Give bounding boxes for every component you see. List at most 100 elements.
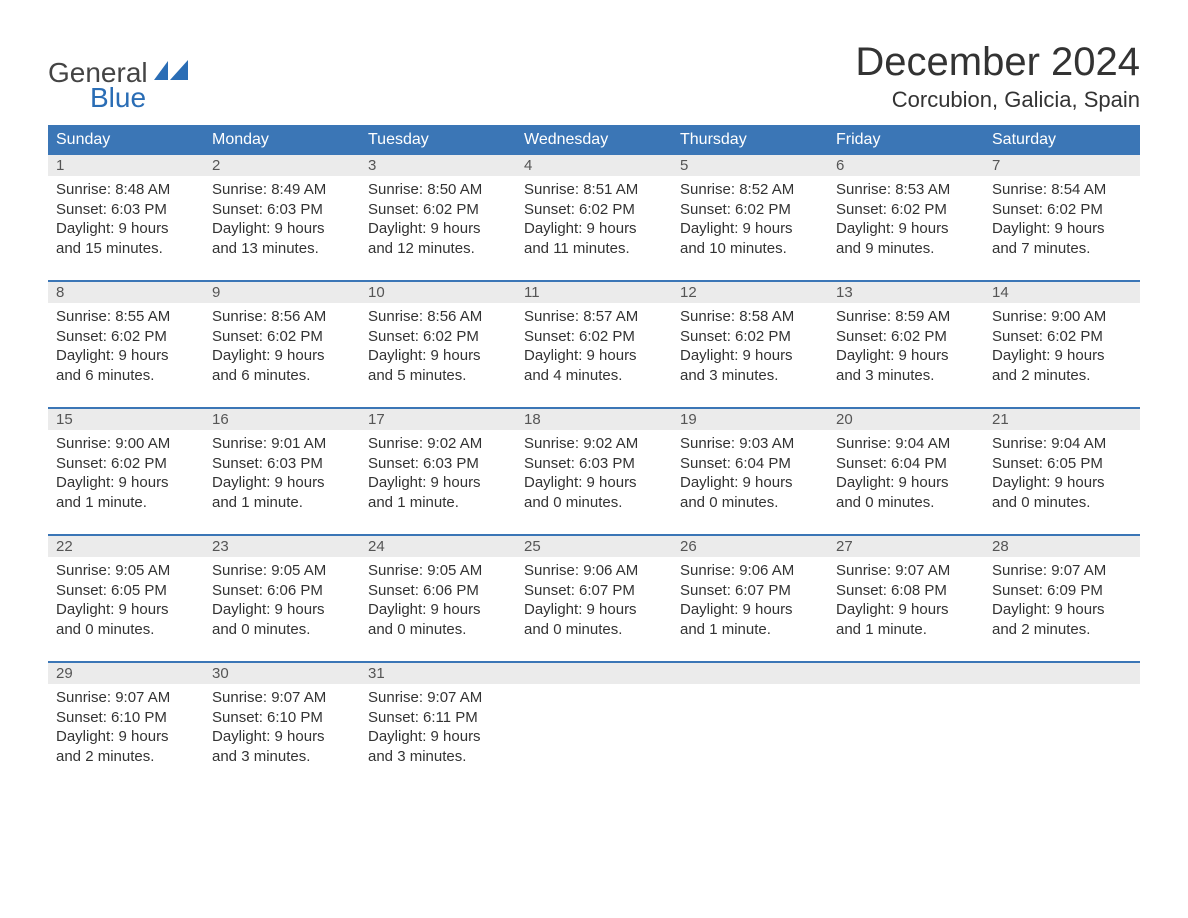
daylight-text: and 3 minutes.	[368, 747, 508, 767]
daylight-text: Daylight: 9 hours	[56, 219, 196, 239]
sunset-text: Sunset: 6:02 PM	[56, 454, 196, 474]
daylight-text: Daylight: 9 hours	[680, 600, 820, 620]
day-number: 13	[828, 282, 984, 303]
day-cell: Sunrise: 8:55 AMSunset: 6:02 PMDaylight:…	[48, 303, 204, 389]
week-row: 293031Sunrise: 9:07 AMSunset: 6:10 PMDay…	[48, 661, 1140, 770]
sunrise-text: Sunrise: 8:50 AM	[368, 180, 508, 200]
title-block: December 2024 Corcubion, Galicia, Spain	[855, 40, 1140, 113]
sunrise-text: Sunrise: 8:55 AM	[56, 307, 196, 327]
day-number	[828, 663, 984, 684]
daylight-text: and 11 minutes.	[524, 239, 664, 259]
day-number	[516, 663, 672, 684]
day-number	[984, 663, 1140, 684]
sunrise-text: Sunrise: 9:05 AM	[212, 561, 352, 581]
daylight-text: and 6 minutes.	[212, 366, 352, 386]
sunrise-text: Sunrise: 9:05 AM	[368, 561, 508, 581]
day-cell: Sunrise: 8:59 AMSunset: 6:02 PMDaylight:…	[828, 303, 984, 389]
week-row: 1234567Sunrise: 8:48 AMSunset: 6:03 PMDa…	[48, 155, 1140, 262]
sunrise-text: Sunrise: 9:07 AM	[368, 688, 508, 708]
sunrise-text: Sunrise: 9:07 AM	[56, 688, 196, 708]
sunset-text: Sunset: 6:05 PM	[992, 454, 1132, 474]
daylight-text: Daylight: 9 hours	[368, 600, 508, 620]
sunset-text: Sunset: 6:10 PM	[212, 708, 352, 728]
daylight-text: Daylight: 9 hours	[524, 600, 664, 620]
day-cell: Sunrise: 8:49 AMSunset: 6:03 PMDaylight:…	[204, 176, 360, 262]
sunset-text: Sunset: 6:03 PM	[524, 454, 664, 474]
sunrise-text: Sunrise: 8:51 AM	[524, 180, 664, 200]
daylight-text: and 6 minutes.	[56, 366, 196, 386]
sunset-text: Sunset: 6:02 PM	[836, 327, 976, 347]
sunset-text: Sunset: 6:09 PM	[992, 581, 1132, 601]
day-header: Friday	[828, 125, 984, 155]
sunset-text: Sunset: 6:02 PM	[524, 327, 664, 347]
day-cell: Sunrise: 8:52 AMSunset: 6:02 PMDaylight:…	[672, 176, 828, 262]
daylight-text: Daylight: 9 hours	[836, 346, 976, 366]
daylight-text: Daylight: 9 hours	[992, 219, 1132, 239]
sunrise-text: Sunrise: 8:52 AM	[680, 180, 820, 200]
daylight-text: Daylight: 9 hours	[680, 219, 820, 239]
sunrise-text: Sunrise: 9:06 AM	[524, 561, 664, 581]
daylight-text: Daylight: 9 hours	[524, 346, 664, 366]
daylight-text: Daylight: 9 hours	[524, 219, 664, 239]
day-cell: Sunrise: 9:07 AMSunset: 6:10 PMDaylight:…	[204, 684, 360, 770]
day-cell: Sunrise: 8:51 AMSunset: 6:02 PMDaylight:…	[516, 176, 672, 262]
day-cell: Sunrise: 8:53 AMSunset: 6:02 PMDaylight:…	[828, 176, 984, 262]
brand-logo: General Blue	[48, 40, 188, 111]
logo-flag-icon	[154, 60, 188, 83]
sunset-text: Sunset: 6:02 PM	[992, 327, 1132, 347]
daylight-text: and 1 minute.	[368, 493, 508, 513]
sunrise-text: Sunrise: 8:48 AM	[56, 180, 196, 200]
day-cell	[516, 684, 672, 770]
day-number: 11	[516, 282, 672, 303]
page-header: General Blue December 2024 Corcubion, Ga…	[48, 40, 1140, 113]
sunset-text: Sunset: 6:02 PM	[56, 327, 196, 347]
daylight-text: and 0 minutes.	[680, 493, 820, 513]
daylight-text: Daylight: 9 hours	[212, 346, 352, 366]
sunrise-text: Sunrise: 9:04 AM	[992, 434, 1132, 454]
sunrise-text: Sunrise: 8:57 AM	[524, 307, 664, 327]
day-header: Sunday	[48, 125, 204, 155]
sunrise-text: Sunrise: 9:06 AM	[680, 561, 820, 581]
sunset-text: Sunset: 6:06 PM	[368, 581, 508, 601]
day-header: Saturday	[984, 125, 1140, 155]
daylight-text: and 2 minutes.	[56, 747, 196, 767]
daylight-text: Daylight: 9 hours	[368, 219, 508, 239]
sunrise-text: Sunrise: 8:49 AM	[212, 180, 352, 200]
day-cell: Sunrise: 8:54 AMSunset: 6:02 PMDaylight:…	[984, 176, 1140, 262]
sunset-text: Sunset: 6:04 PM	[836, 454, 976, 474]
day-cell: Sunrise: 9:00 AMSunset: 6:02 PMDaylight:…	[984, 303, 1140, 389]
sunset-text: Sunset: 6:02 PM	[992, 200, 1132, 220]
daylight-text: Daylight: 9 hours	[212, 219, 352, 239]
daylight-text: Daylight: 9 hours	[56, 727, 196, 747]
sunset-text: Sunset: 6:06 PM	[212, 581, 352, 601]
sunset-text: Sunset: 6:03 PM	[368, 454, 508, 474]
daylight-text: Daylight: 9 hours	[56, 473, 196, 493]
daylight-text: and 12 minutes.	[368, 239, 508, 259]
sunset-text: Sunset: 6:11 PM	[368, 708, 508, 728]
day-number: 24	[360, 536, 516, 557]
day-header: Wednesday	[516, 125, 672, 155]
day-number: 5	[672, 155, 828, 176]
daynum-row: 891011121314	[48, 282, 1140, 303]
daylight-text: Daylight: 9 hours	[368, 346, 508, 366]
day-cell: Sunrise: 9:07 AMSunset: 6:08 PMDaylight:…	[828, 557, 984, 643]
day-number: 15	[48, 409, 204, 430]
daylight-text: and 0 minutes.	[992, 493, 1132, 513]
day-cell: Sunrise: 9:04 AMSunset: 6:04 PMDaylight:…	[828, 430, 984, 516]
daylight-text: and 0 minutes.	[56, 620, 196, 640]
sunrise-text: Sunrise: 9:07 AM	[992, 561, 1132, 581]
sunset-text: Sunset: 6:04 PM	[680, 454, 820, 474]
day-number: 29	[48, 663, 204, 684]
day-cell: Sunrise: 9:07 AMSunset: 6:11 PMDaylight:…	[360, 684, 516, 770]
day-cell: Sunrise: 9:05 AMSunset: 6:05 PMDaylight:…	[48, 557, 204, 643]
day-number: 18	[516, 409, 672, 430]
daylight-text: and 2 minutes.	[992, 366, 1132, 386]
daylight-text: and 10 minutes.	[680, 239, 820, 259]
daylight-text: and 3 minutes.	[836, 366, 976, 386]
sunset-text: Sunset: 6:10 PM	[56, 708, 196, 728]
day-number: 21	[984, 409, 1140, 430]
daylight-text: Daylight: 9 hours	[992, 600, 1132, 620]
daylight-text: and 0 minutes.	[368, 620, 508, 640]
daylight-text: Daylight: 9 hours	[212, 727, 352, 747]
day-cell: Sunrise: 9:04 AMSunset: 6:05 PMDaylight:…	[984, 430, 1140, 516]
